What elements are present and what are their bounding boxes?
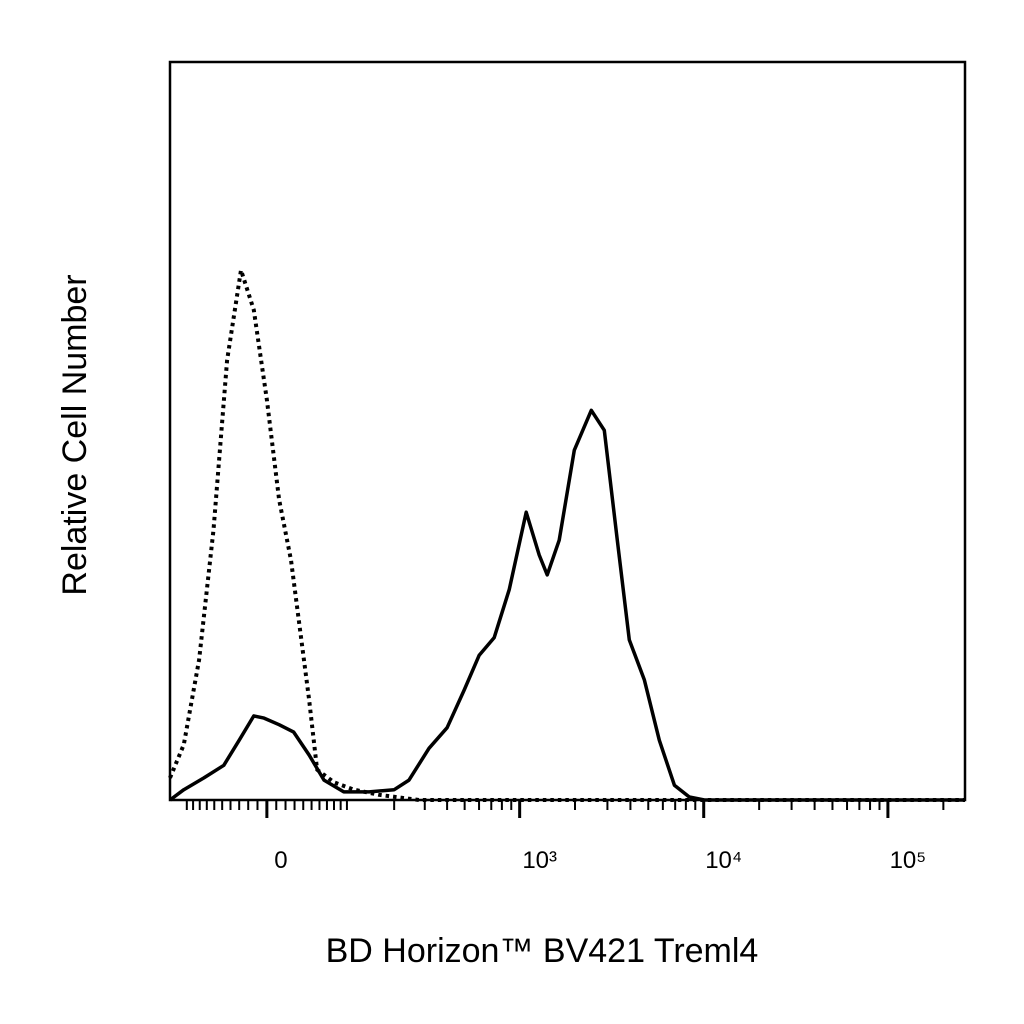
y-axis-label: Relative Cell Number	[56, 274, 94, 595]
histogram-curve	[168, 268, 965, 802]
x-tick-label: 0	[274, 847, 287, 874]
histogram-curve	[168, 408, 965, 802]
x-tick-label: 10³	[522, 847, 557, 874]
x-tick-label: 10⁴	[705, 847, 742, 874]
x-axis-label: BD Horizon™ BV421 Treml4	[326, 932, 759, 970]
plot-frame	[168, 60, 967, 802]
x-tick-label: 10⁵	[890, 847, 927, 874]
